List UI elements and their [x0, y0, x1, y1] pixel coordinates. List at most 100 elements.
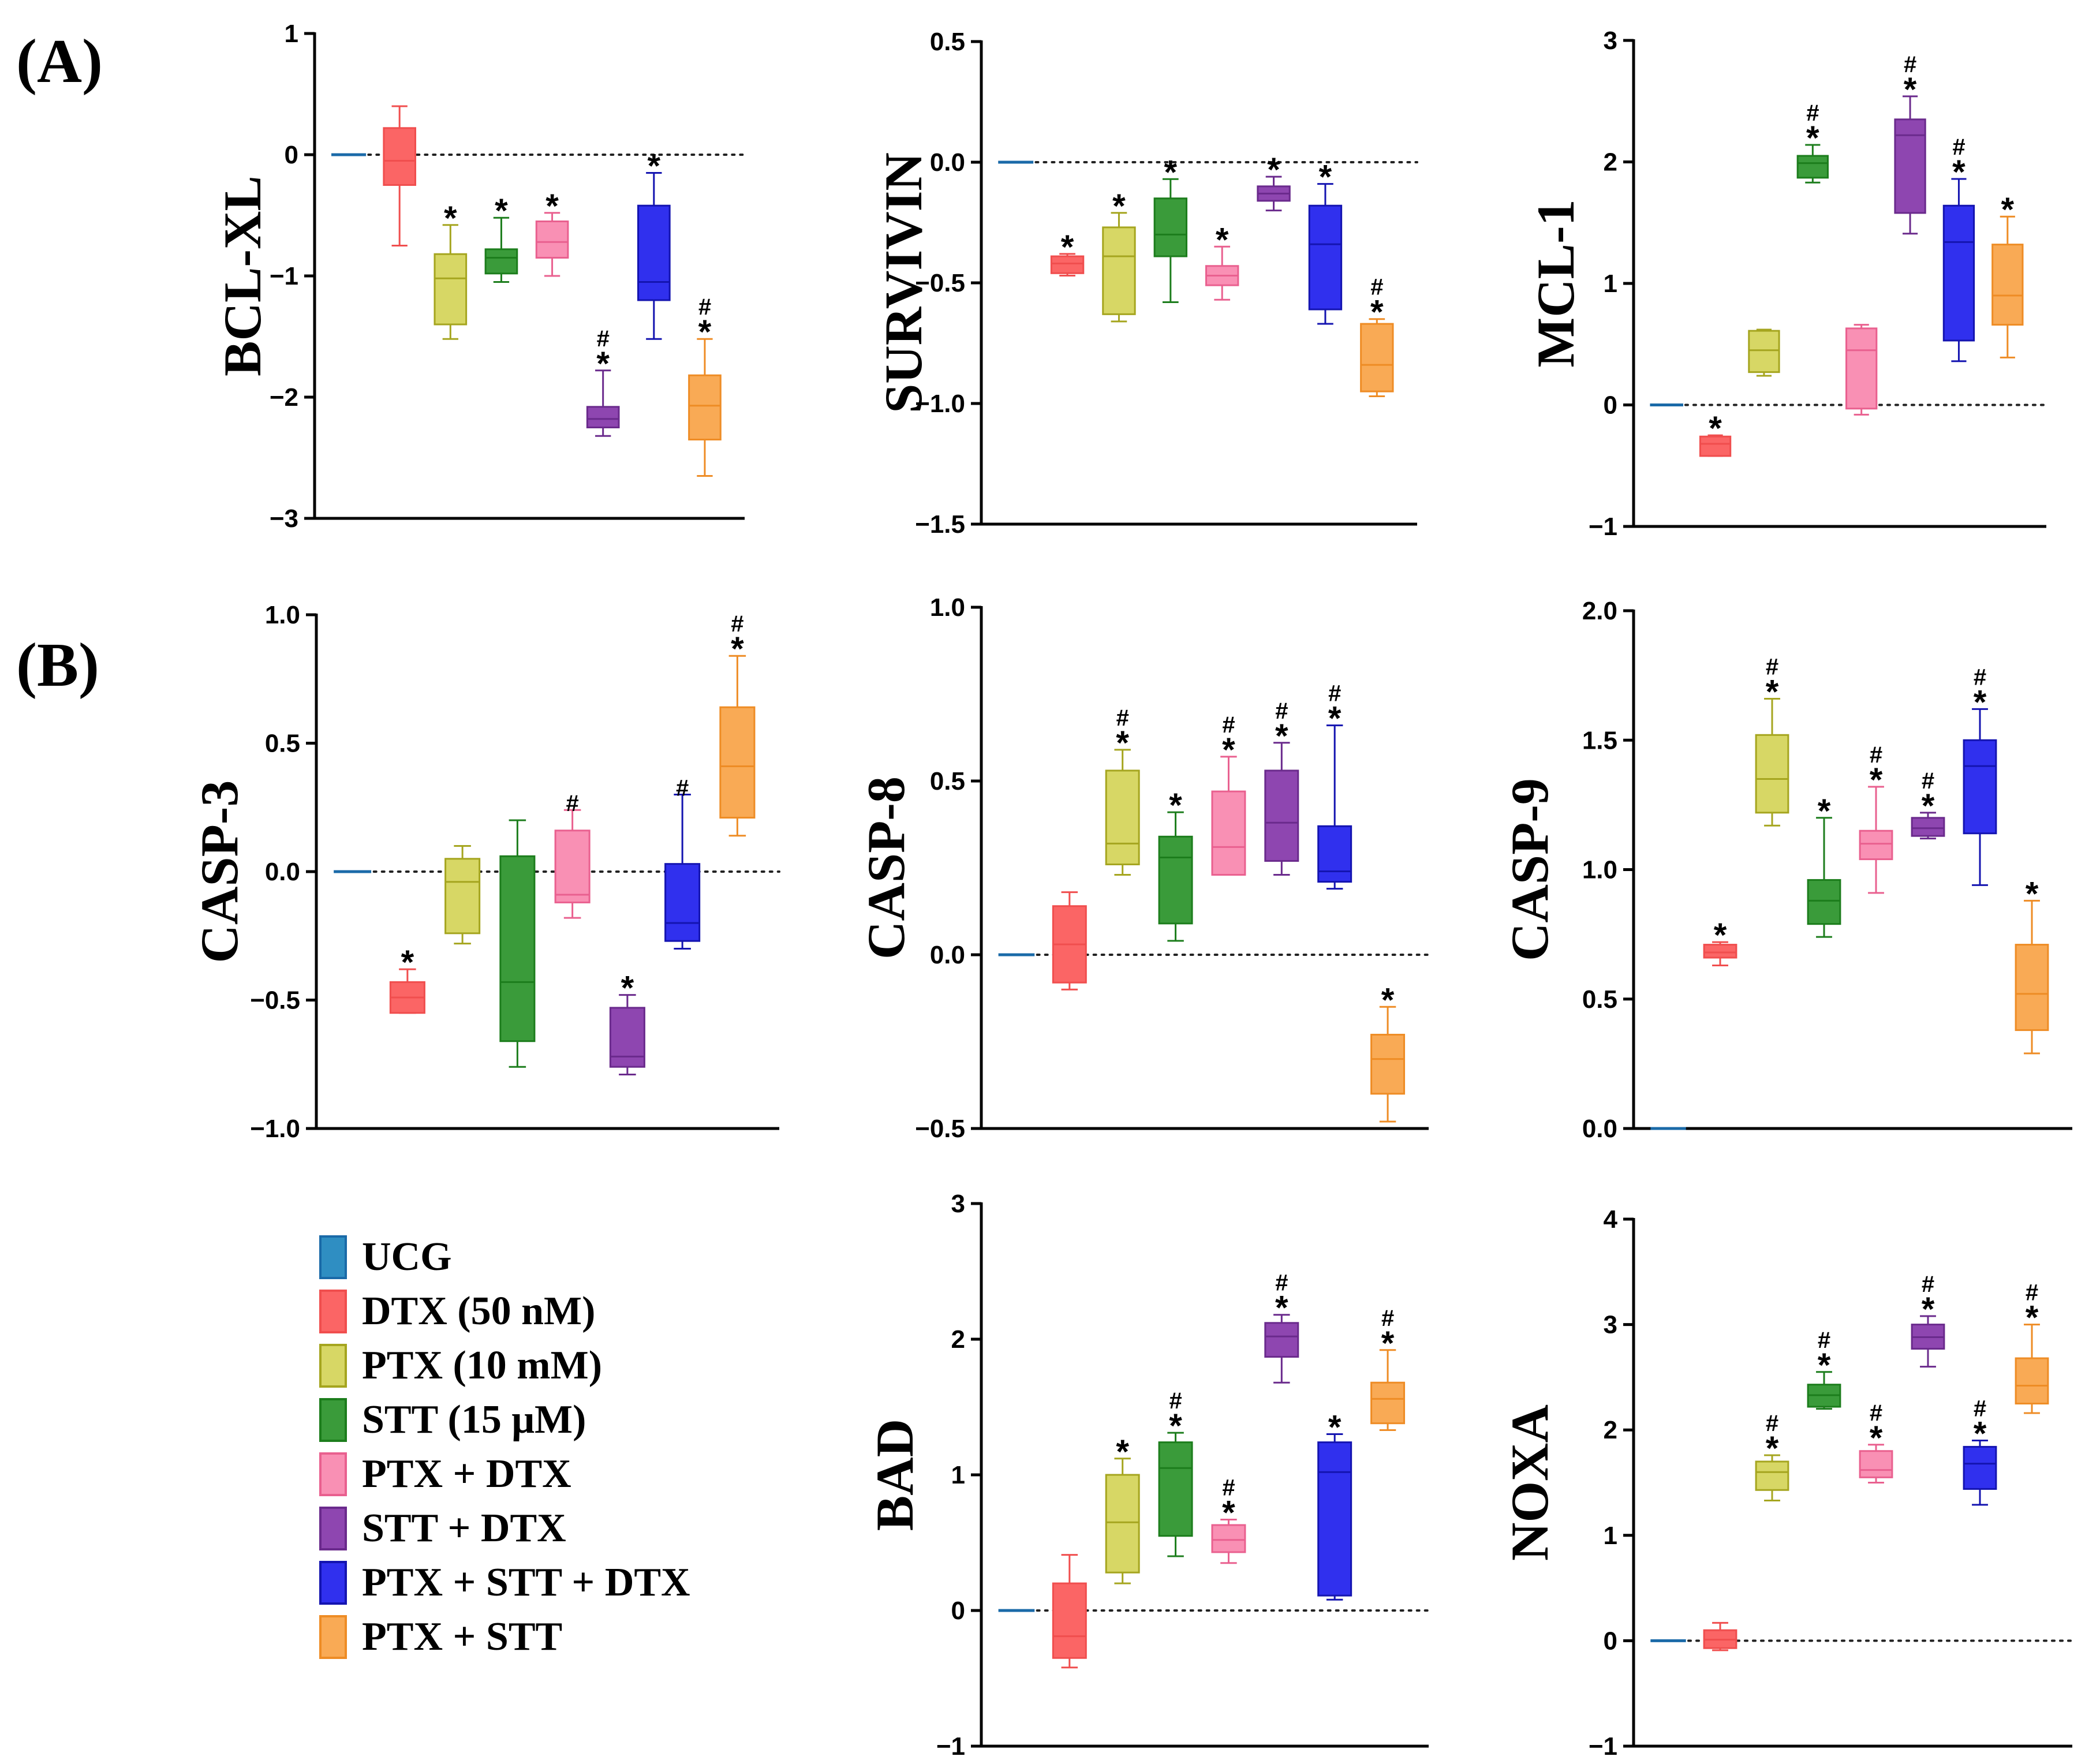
box-ptx-stt-dtx: *#	[1942, 134, 1975, 363]
box-ptx-stt: *	[2015, 875, 2049, 1055]
significance-hash: #	[1870, 1400, 1882, 1426]
significance-star: *	[1904, 71, 1917, 109]
panel-label-a: (A)	[16, 27, 103, 96]
significance-star: *	[1222, 1494, 1235, 1532]
box-dtx-50-nm-: *	[1703, 917, 1737, 966]
y-tick-label: 1	[951, 1461, 965, 1489]
legend-item: PTX + STT + DTX	[319, 1560, 690, 1605]
box-iqr	[383, 127, 417, 186]
box-stt-dtx: *#	[586, 326, 620, 437]
box-iqr	[1052, 1582, 1087, 1659]
box-dtx-50-nm-	[1703, 1621, 1737, 1651]
box-iqr	[1894, 118, 1926, 214]
box-ptx-stt: *#	[1360, 275, 1394, 397]
significance-star: *	[1818, 793, 1831, 830]
y-axis-label: NOXA	[1500, 1404, 1559, 1561]
significance-hash: #	[698, 294, 711, 320]
box-ptx-10-mm-	[1748, 328, 1780, 377]
box-dtx-50-nm-: *	[1699, 410, 1732, 457]
y-tick-label: 3	[951, 1190, 965, 1218]
legend-label: STT (15 μM)	[362, 1397, 586, 1442]
box-iqr	[554, 829, 591, 903]
box-iqr	[1991, 244, 2024, 326]
box-iqr	[1264, 769, 1299, 862]
box-ptx-dtx: *	[535, 188, 569, 277]
significance-star: *	[1116, 724, 1129, 762]
y-tick-label: 2	[1604, 148, 1617, 177]
box-iqr	[637, 204, 671, 301]
y-tick-label: 3	[1604, 27, 1617, 55]
legend-label: PTX + STT + DTX	[362, 1560, 690, 1605]
y-tick-label: −2	[270, 383, 298, 412]
box-iqr	[1845, 327, 1878, 410]
box-iqr	[1050, 255, 1085, 274]
box-iqr	[444, 858, 481, 935]
significance-hash: #	[1169, 1388, 1182, 1414]
box-ptx-dtx	[1845, 324, 1878, 416]
significance-star: *	[1169, 1407, 1182, 1445]
legend: UCG DTX (50 nM) PTX (10 mM) STT (15 μM) PTX …	[319, 1235, 690, 1659]
box-iqr	[688, 374, 722, 441]
box-ptx-10-mm-: *#	[1755, 1411, 1789, 1502]
legend-swatch	[319, 1290, 347, 1333]
significance-hash: #	[1275, 698, 1288, 724]
box-dtx-50-nm-	[1052, 1554, 1087, 1669]
y-tick-label: 1.0	[265, 601, 300, 629]
box-iqr	[1703, 944, 1737, 959]
significance-star: *	[1974, 683, 1987, 721]
significance-hash: #	[2026, 1280, 2038, 1306]
y-tick-label: −0.5	[915, 269, 965, 297]
box-ptx-dtx: *#	[1211, 1475, 1246, 1564]
box-iqr	[1153, 197, 1188, 257]
box-iqr	[1158, 1441, 1193, 1537]
significance-hash: #	[1370, 275, 1383, 300]
box-ptx-stt-dtx: *	[1317, 1409, 1352, 1601]
box-iqr	[1360, 323, 1394, 393]
box-stt-dtx: *#	[1264, 698, 1299, 876]
significance-hash: #	[1328, 681, 1341, 707]
box-iqr	[1942, 204, 1975, 342]
y-tick-label: 1.5	[1582, 726, 1617, 754]
box-iqr	[1748, 330, 1780, 373]
significance-star: *	[1974, 1415, 1987, 1452]
box-iqr	[1755, 734, 1789, 814]
y-tick-label: 1	[1604, 270, 1617, 298]
box-ptx-stt: *	[1991, 191, 2024, 358]
box-ptx-10-mm-: *#	[1755, 654, 1789, 827]
legend-swatch	[319, 1452, 347, 1496]
y-tick-label: 0.5	[930, 767, 965, 795]
y-tick-label: −1	[1589, 1732, 1617, 1760]
box-stt-15-m-: *	[484, 192, 518, 283]
significance-star: *	[1061, 229, 1074, 266]
box-iqr	[1807, 879, 1841, 925]
legend-label: PTX + STT	[362, 1615, 562, 1659]
significance-star: *	[1164, 154, 1178, 191]
significance-star: *	[1766, 673, 1779, 711]
box-iqr	[1211, 1524, 1246, 1553]
box-stt-dtx: *#	[1894, 52, 1926, 235]
y-tick-label: 0	[951, 1597, 965, 1625]
significance-star: *	[1922, 1291, 1935, 1328]
y-tick-label: 2	[1604, 1416, 1617, 1444]
box-iqr	[609, 1007, 645, 1068]
significance-hash: #	[566, 791, 579, 816]
box-stt-dtx: *	[1257, 151, 1291, 212]
box-ptx-dtx: *#	[1211, 712, 1246, 876]
y-tick-label: 1	[1604, 1522, 1617, 1550]
box-ptx-10-mm-	[444, 845, 481, 945]
box-stt-15-m-: *#	[1158, 1388, 1193, 1557]
legend-swatch	[319, 1398, 347, 1442]
significance-hash: #	[1922, 768, 1934, 794]
legend-label: DTX (50 nM)	[362, 1289, 595, 1333]
y-tick-label: 0	[1604, 1627, 1617, 1655]
box-stt-15-m-: *	[1807, 793, 1841, 938]
y-tick-label: 0.5	[930, 28, 965, 56]
box-iqr	[1859, 1450, 1893, 1478]
box-ptx-dtx: *	[1205, 221, 1239, 301]
box-ptx-10-mm-: *	[434, 200, 468, 340]
